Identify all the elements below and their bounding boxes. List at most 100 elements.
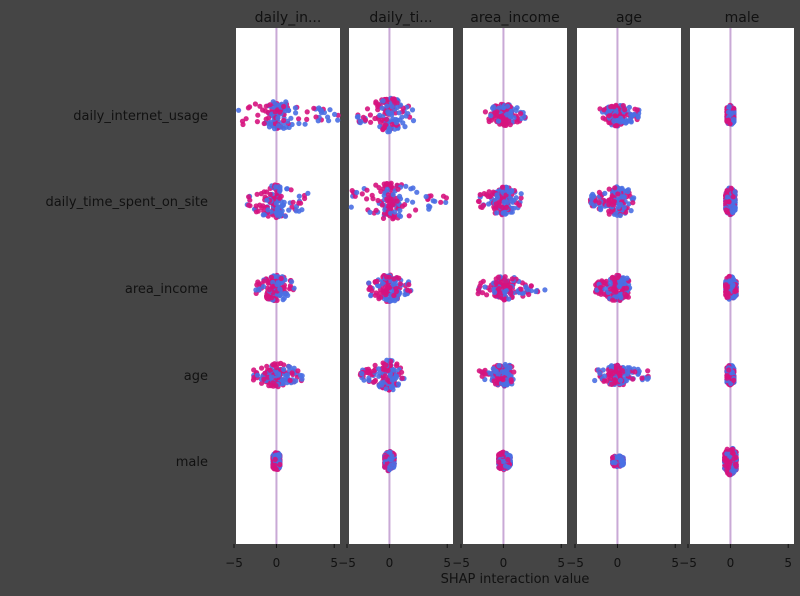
shap-point bbox=[395, 186, 401, 192]
shap-point bbox=[274, 281, 280, 288]
shap-point bbox=[278, 275, 284, 282]
shap-point bbox=[293, 110, 299, 116]
shap-point bbox=[318, 110, 324, 116]
shap-point bbox=[732, 289, 738, 295]
shap-point bbox=[371, 368, 377, 374]
shap-point bbox=[296, 193, 302, 199]
shap-point bbox=[498, 452, 504, 458]
shap-point bbox=[289, 121, 295, 128]
shap-point bbox=[602, 190, 608, 196]
tick-label: −5 bbox=[679, 556, 697, 570]
shap-point bbox=[497, 114, 503, 120]
shap-point bbox=[386, 274, 392, 280]
shap-point bbox=[492, 289, 498, 295]
shap-point bbox=[601, 279, 607, 286]
shap-point bbox=[383, 284, 389, 290]
shap-point bbox=[357, 118, 363, 124]
shap-point bbox=[480, 202, 487, 208]
shap-point bbox=[726, 199, 732, 205]
shap-point bbox=[607, 108, 613, 114]
row-label-0: daily_internet_usage bbox=[73, 109, 208, 124]
shap-point bbox=[390, 202, 396, 208]
shap-point bbox=[381, 290, 387, 296]
panel-title-3: age bbox=[616, 10, 642, 26]
shap-point bbox=[254, 119, 260, 125]
shap-point bbox=[620, 194, 626, 200]
shap-point bbox=[284, 372, 290, 378]
shap-point bbox=[397, 207, 403, 213]
shap-point bbox=[625, 188, 631, 195]
shap-point bbox=[406, 213, 412, 219]
x-axis-label: SHAP interaction value bbox=[441, 572, 590, 587]
shap-point bbox=[299, 207, 305, 213]
shap-point bbox=[606, 208, 612, 214]
shap-point bbox=[296, 200, 302, 206]
shap-point bbox=[606, 113, 612, 119]
shap-point bbox=[731, 455, 737, 462]
shap-point bbox=[606, 119, 612, 126]
shap-point bbox=[626, 365, 633, 371]
shap-point bbox=[610, 297, 616, 303]
shap-point bbox=[613, 122, 619, 128]
shap-point bbox=[505, 456, 511, 463]
shap-point bbox=[388, 358, 394, 364]
shap-point bbox=[385, 192, 391, 198]
shap-point bbox=[728, 185, 734, 191]
shap-point bbox=[277, 195, 283, 201]
shap-point bbox=[277, 109, 283, 115]
shap-point bbox=[723, 284, 729, 291]
shap-point bbox=[264, 197, 270, 203]
shap-point bbox=[379, 105, 385, 111]
panel-title-2: area_income bbox=[470, 10, 560, 26]
panel-title-4: male bbox=[725, 10, 760, 26]
shap-point bbox=[367, 209, 373, 215]
shap-point bbox=[507, 122, 513, 128]
shap-point bbox=[502, 361, 508, 368]
row-label-4: male bbox=[176, 455, 208, 470]
shap-point bbox=[392, 209, 398, 215]
shap-point bbox=[254, 372, 261, 378]
shap-point bbox=[270, 362, 276, 368]
shap-point bbox=[502, 289, 508, 296]
shap-point bbox=[297, 372, 304, 378]
shap-point bbox=[390, 116, 396, 122]
shap-point bbox=[335, 117, 341, 123]
shap-point bbox=[615, 191, 621, 197]
shap-point bbox=[620, 277, 626, 283]
shap-point bbox=[388, 196, 394, 202]
row-label-2: area_income bbox=[125, 282, 208, 297]
shap-point bbox=[377, 290, 383, 296]
tick-label: −5 bbox=[566, 556, 584, 570]
shap-point bbox=[267, 121, 274, 127]
shap-point bbox=[430, 198, 436, 204]
shap-point bbox=[277, 293, 283, 299]
shap-point bbox=[261, 212, 267, 218]
shap-point bbox=[367, 284, 373, 290]
shap-point bbox=[385, 377, 391, 383]
shap-point bbox=[405, 287, 411, 293]
shap-point bbox=[395, 381, 402, 387]
shap-point bbox=[390, 192, 396, 198]
shap-point bbox=[630, 376, 636, 382]
shap-point bbox=[253, 209, 259, 215]
shap-point bbox=[359, 191, 365, 197]
shap-point bbox=[252, 101, 258, 107]
shap-point bbox=[273, 200, 279, 206]
shap-point bbox=[368, 119, 374, 125]
shap-point bbox=[624, 275, 630, 281]
shap-point bbox=[259, 205, 265, 211]
shap-point bbox=[732, 189, 738, 195]
shap-point bbox=[277, 462, 283, 468]
shap-point bbox=[239, 118, 246, 124]
shap-point bbox=[387, 284, 393, 290]
shap-point bbox=[276, 102, 283, 108]
shap-point bbox=[493, 201, 499, 207]
shap-point bbox=[255, 279, 261, 285]
row-label-1: daily_time_spent_on_site bbox=[45, 195, 208, 210]
shap-point bbox=[372, 362, 378, 368]
shap-point bbox=[267, 191, 273, 197]
shap-point bbox=[283, 99, 289, 105]
shap-point bbox=[732, 206, 738, 212]
shap-point bbox=[733, 463, 739, 469]
shap-point bbox=[391, 276, 397, 282]
